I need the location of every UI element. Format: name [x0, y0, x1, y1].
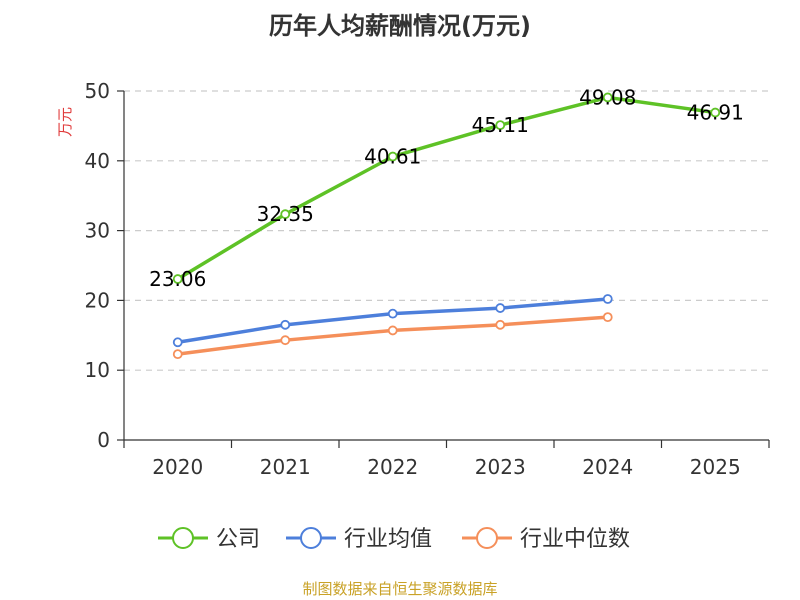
data-point — [387, 308, 398, 319]
series-industry-mean — [172, 294, 613, 348]
series-layer — [172, 92, 721, 360]
data-point — [387, 325, 398, 336]
data-point — [602, 92, 613, 103]
data-point — [495, 120, 506, 131]
x-tick-label: 2020 — [152, 455, 203, 479]
legend-marker — [172, 527, 194, 549]
legend-item: 行业均值 — [286, 527, 432, 552]
source-note: 制图数据来自恒生聚源数据库 — [302, 580, 497, 598]
x-tick-label: 2022 — [367, 455, 418, 479]
series-industry-median — [172, 312, 613, 360]
y-axis-label: 万元 — [56, 107, 74, 137]
legend-label: 行业中位数 — [520, 527, 630, 552]
data-point — [280, 319, 291, 330]
data-point — [172, 337, 183, 348]
y-tick-label: 50 — [85, 79, 110, 103]
x-tick-label: 2023 — [475, 455, 526, 479]
x-tick-label: 2024 — [582, 455, 633, 479]
data-point — [495, 319, 506, 330]
y-tick-label: 0 — [97, 428, 110, 452]
x-tick-label: 2021 — [260, 455, 311, 479]
y-tick-label: 40 — [85, 149, 110, 173]
legend-marker — [476, 527, 498, 549]
data-labels: 23.06 32.35 40.61 45.11 49.08 46.91 — [149, 85, 744, 291]
data-point — [172, 274, 183, 284]
legend-item: 行业中位数 — [462, 527, 630, 552]
x-tick-label: 2025 — [690, 455, 741, 479]
data-label: 49.08 — [579, 85, 636, 109]
data-point — [602, 312, 613, 323]
legend-label: 公司 — [216, 527, 260, 552]
data-point — [602, 294, 613, 304]
legend-label: 行业均值 — [344, 527, 432, 552]
data-label: 45.11 — [472, 113, 529, 137]
series-line — [176, 315, 610, 356]
y-tick-label: 20 — [85, 288, 110, 312]
series-company — [172, 92, 721, 284]
data-point — [280, 209, 291, 220]
data-point — [495, 303, 506, 313]
data-label: 40.61 — [364, 145, 421, 169]
data-point — [280, 335, 291, 346]
data-point — [172, 349, 183, 360]
grid-lines — [124, 90, 769, 371]
axes: 0 10 20 30 40 50 2020 2021 2022 2023 2024 2025 — [85, 79, 770, 479]
data-label: 46.91 — [687, 101, 744, 125]
y-tick-label: 10 — [85, 358, 110, 382]
y-tick-label: 30 — [85, 219, 110, 243]
data-point — [387, 151, 398, 162]
data-point — [710, 107, 721, 118]
data-label: 23.06 — [149, 267, 206, 291]
data-label: 32.35 — [257, 202, 314, 226]
series-line — [176, 95, 717, 281]
chart-title: 历年人均薪酬情况(万元) — [269, 12, 531, 40]
legend: 公司 行业均值 行业中位数 — [158, 527, 630, 552]
legend-marker — [300, 527, 322, 549]
legend-item: 公司 — [158, 527, 260, 552]
